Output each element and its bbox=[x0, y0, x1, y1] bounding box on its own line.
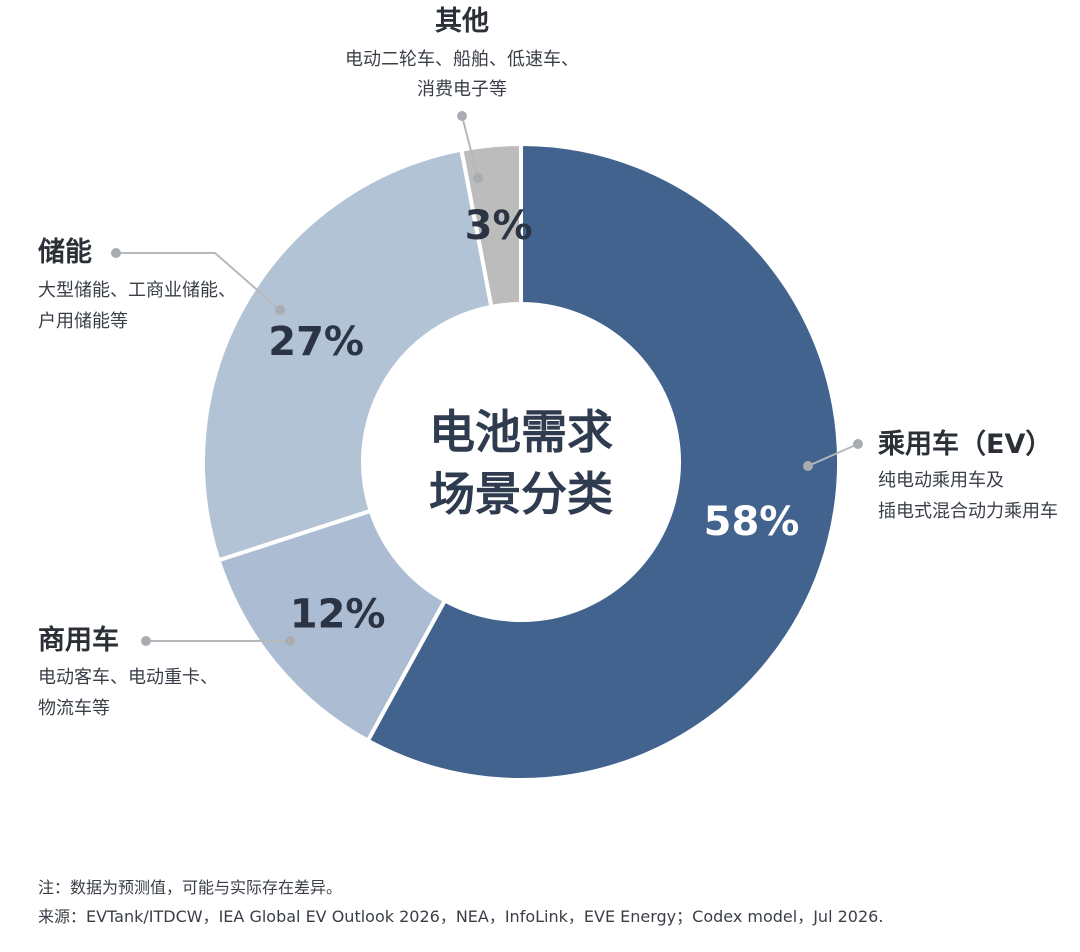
callout-desc-storage-2: 户用储能等 bbox=[38, 311, 128, 332]
leader-line-storage bbox=[116, 252, 281, 311]
callouts: 乘用车（EV） 纯电动乘用车及 插电式混合动力乘用车 商用车 电动客车、电动重卡… bbox=[38, 6, 1058, 719]
leader-dot-passenger-2 bbox=[803, 461, 813, 471]
callout-title-passenger: 乘用车（EV） bbox=[877, 428, 1052, 460]
callout-desc-passenger-2: 插电式混合动力乘用车 bbox=[878, 501, 1058, 522]
pct-label-other: 3% bbox=[465, 203, 533, 249]
leader-dot-commercial-2 bbox=[285, 636, 295, 646]
percent-labels: 58% 12% 27% 3% bbox=[268, 203, 799, 638]
callout-desc-passenger-1: 纯电动乘用车及 bbox=[878, 470, 1004, 491]
leader-line-other bbox=[461, 115, 479, 179]
callout-leaders bbox=[111, 111, 863, 646]
callout-desc-other-1: 电动二轮车、船舶、低速车、 bbox=[345, 49, 579, 70]
footnote-note: 注：数据为预测值，可能与实际存在差异。 bbox=[38, 878, 343, 897]
slice-other bbox=[459, 141, 523, 310]
callout-desc-other-2: 消费电子等 bbox=[417, 79, 507, 100]
callout-desc-commercial-2: 物流车等 bbox=[38, 698, 110, 719]
callout-desc-commercial-1: 电动客车、电动重卡、 bbox=[38, 667, 218, 688]
slice-commercial bbox=[216, 508, 448, 744]
callout-title-other: 其他 bbox=[435, 6, 489, 37]
callout-title-commercial: 商用车 bbox=[38, 624, 119, 656]
slice-storage bbox=[201, 147, 494, 563]
pct-label-storage: 27% bbox=[268, 319, 364, 365]
leader-dot-other-2 bbox=[473, 173, 483, 183]
center-title: 电池需求 场景分类 bbox=[429, 405, 613, 521]
callout-desc-storage-1: 大型储能、工商业储能、 bbox=[38, 280, 236, 301]
pct-label-passenger: 58% bbox=[704, 499, 800, 545]
leader-line-passenger bbox=[807, 443, 859, 467]
center-title-line-2: 场景分类 bbox=[429, 467, 613, 521]
slice-passenger bbox=[365, 141, 841, 782]
leader-dot-storage-1 bbox=[111, 248, 121, 258]
callout-title-storage: 储能 bbox=[38, 236, 92, 268]
donut-slices bbox=[201, 141, 841, 782]
leader-dot-passenger-1 bbox=[853, 439, 863, 449]
pct-label-commercial: 12% bbox=[290, 592, 386, 638]
center-title-line-1: 电池需求 bbox=[429, 405, 613, 459]
leader-dot-commercial-1 bbox=[141, 636, 151, 646]
footnote-source: 来源：EVTank/ITDCW，IEA Global EV Outlook 20… bbox=[38, 907, 884, 926]
leader-dot-other-1 bbox=[457, 111, 467, 121]
leader-dot-storage-2 bbox=[275, 305, 285, 315]
